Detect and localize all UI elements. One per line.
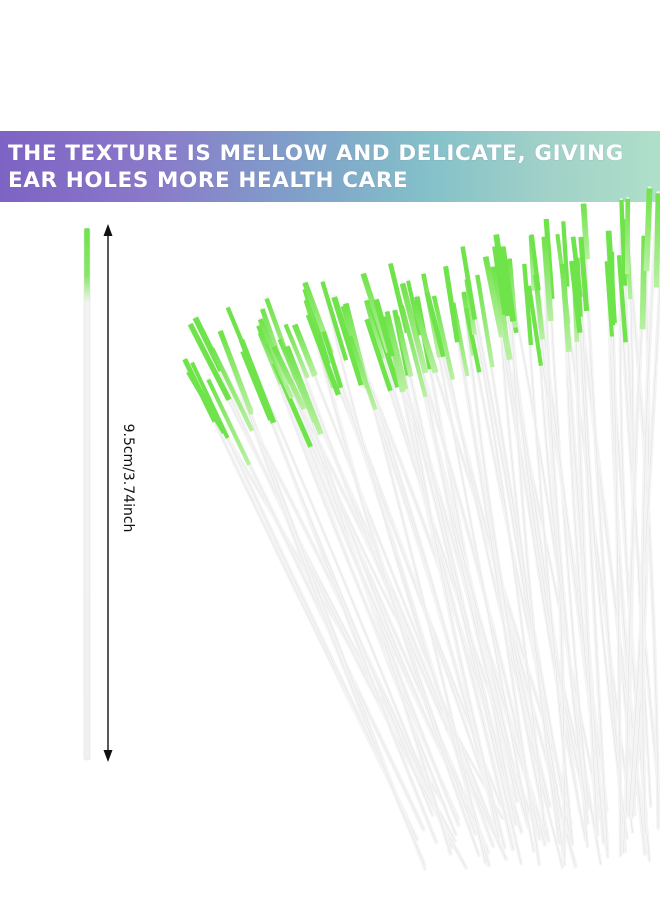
stick-green-tip	[305, 313, 341, 396]
stick-green-tip	[526, 285, 543, 367]
stick-green-tip	[225, 306, 253, 363]
stick-edge	[466, 279, 545, 828]
stick-green-tip	[541, 236, 554, 322]
stick-edge	[195, 317, 467, 869]
stick-green-tip	[608, 251, 616, 326]
stick-edge	[445, 266, 540, 865]
stick-green-tip	[410, 301, 439, 374]
stick-green-tip	[321, 330, 344, 389]
stick-green-tip	[291, 323, 318, 377]
stick-edge	[366, 300, 514, 850]
stick-green-tip	[499, 246, 517, 322]
stick-edge	[524, 263, 573, 845]
stick-green-tip	[264, 342, 294, 399]
stick-edge	[580, 236, 628, 839]
stick-edge	[642, 193, 659, 834]
stick-green-tip	[616, 255, 628, 343]
stick-green-tip	[559, 263, 572, 352]
stick-green-tip	[187, 322, 232, 402]
stick-edge	[294, 324, 500, 842]
stick-green-tip	[639, 235, 648, 330]
stick-green-tip	[569, 260, 583, 333]
stick-green-tip	[570, 236, 583, 298]
stick-bundle	[182, 186, 660, 871]
stick-edge	[462, 246, 565, 865]
stick-green-tip	[578, 236, 590, 312]
measure-arrow	[103, 224, 113, 762]
stick-green-tip	[331, 296, 365, 386]
stick-green-tip	[373, 298, 395, 358]
stick-green-tip	[210, 347, 255, 432]
stick-edge	[573, 268, 598, 835]
stick-edge	[273, 346, 503, 819]
stick-green-tip	[643, 188, 653, 272]
stick-edge	[463, 291, 549, 842]
stick-edge	[628, 281, 660, 816]
stick-edge	[622, 219, 651, 807]
stick-green-tip	[443, 265, 461, 343]
stick-edge	[509, 258, 560, 844]
stick-green-tip	[624, 198, 631, 275]
stick-green-tip	[320, 281, 349, 361]
stick-green-tip	[475, 274, 495, 368]
stick-green-tip	[347, 335, 378, 411]
stick-green-tip	[529, 234, 541, 291]
headline-line-2: EAR HOLES MORE HEALTH CARE	[8, 168, 409, 193]
stick-edge	[305, 300, 480, 856]
single-stick	[83, 227, 91, 761]
stick-green-tip	[271, 345, 307, 411]
stick-edge	[544, 236, 589, 824]
stick-green-tip	[394, 315, 414, 378]
stick-green-tip	[190, 361, 230, 439]
stick-green-tip	[492, 246, 507, 316]
headline-banner: THE TEXTURE IS MELLOW AND DELICATE, GIVI…	[0, 131, 660, 202]
stick-green-tip	[460, 246, 477, 320]
stick-green-tip	[399, 305, 428, 398]
stick-green-tip	[283, 323, 310, 379]
stick-green-tip	[284, 345, 324, 436]
stick-green-tip	[561, 221, 570, 287]
stick-edge	[396, 316, 517, 825]
stick-green-tip	[493, 234, 511, 317]
stick-green-tip	[218, 332, 254, 416]
stick-green-tip	[482, 256, 505, 338]
stick-edge	[576, 257, 608, 852]
stick-green-tip	[431, 295, 455, 381]
stick-green-tip	[464, 307, 482, 373]
headline-text: THE TEXTURE IS MELLOW AND DELICATE, GIVI…	[8, 140, 654, 194]
stick-edge	[211, 348, 438, 811]
stick-green-tip	[424, 291, 447, 358]
stick-green-tip	[580, 203, 590, 260]
stick-green-tip	[399, 282, 429, 374]
stick-green-tip	[364, 299, 385, 360]
stick-edge	[626, 241, 659, 828]
stick-green-tip	[364, 318, 393, 392]
stick-green-tip	[619, 199, 628, 286]
stick-green-tip	[522, 263, 534, 346]
stick-green-tip	[384, 310, 409, 390]
stick-green-tip	[206, 378, 251, 466]
headline-line-1: THE TEXTURE IS MELLOW AND DELICATE, GIVI…	[8, 141, 624, 166]
stick-green-tip	[240, 350, 274, 421]
stick-green-tip	[653, 193, 660, 288]
